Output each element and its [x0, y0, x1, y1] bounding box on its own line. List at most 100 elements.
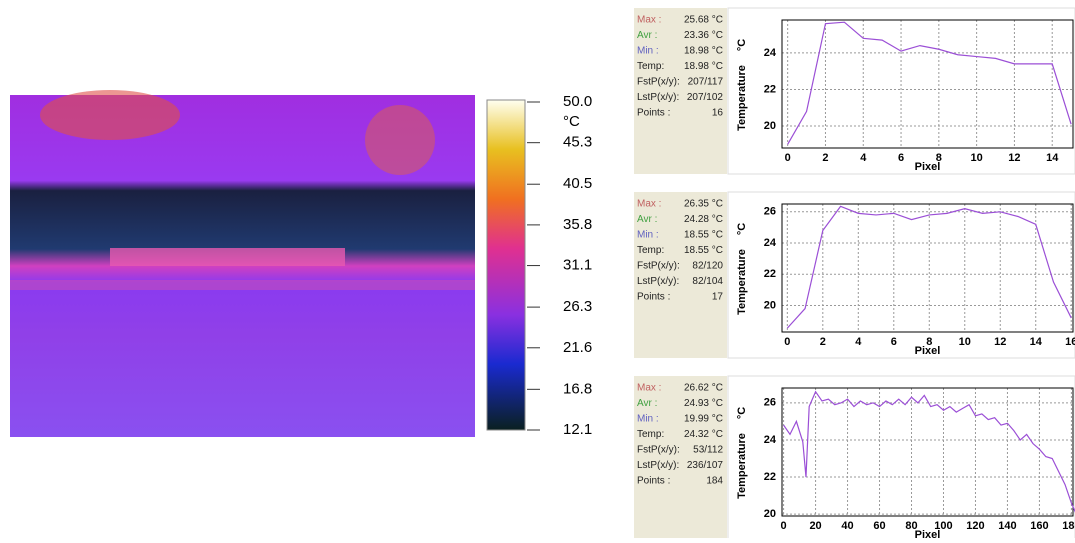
x-tick-label: 120	[966, 520, 984, 532]
stat-value: 82/104	[692, 276, 723, 287]
plot-frame	[781, 203, 1074, 333]
x-tick-label: 10	[971, 152, 983, 164]
line	[783, 390, 1075, 513]
y-tick-label: 20	[764, 120, 776, 132]
stat-label: Temp:	[637, 245, 664, 256]
stat-label: Min :	[637, 230, 659, 241]
x-tick-label: 12	[1008, 152, 1020, 164]
stat-value: 207/117	[688, 77, 724, 88]
plot-frame	[781, 387, 1074, 517]
stat-value: 23.36 °C	[684, 30, 723, 41]
stat-label: Avr :	[637, 30, 657, 41]
y-axis-label: Temperature	[736, 249, 748, 315]
stat-value: 19.99 °C	[684, 414, 723, 425]
stat-label: Max :	[637, 199, 661, 210]
stat-value: 53/112	[693, 445, 723, 456]
stat-label: Max :	[637, 383, 661, 394]
x-tick-label: 2	[822, 152, 828, 164]
x-tick-label: 0	[781, 520, 787, 532]
stat-label: Temp:	[637, 429, 664, 440]
thermal-image	[10, 90, 475, 437]
stat-value: 236/107	[687, 460, 724, 471]
stat-value: 26.35 °C	[684, 199, 723, 210]
x-axis-label: Pixel	[915, 161, 941, 173]
colorbar-tick-label: 35.8	[563, 216, 592, 233]
colorbar-tick-label: 12.1	[563, 421, 592, 438]
stat-value: 16	[712, 108, 724, 119]
colorbar-tick-label: 50.0	[563, 93, 592, 110]
x-tick-label: 60	[873, 520, 885, 532]
x-axis-label: Pixel	[915, 529, 941, 538]
x-tick-label: 140	[998, 520, 1016, 532]
y-tick-label: 20	[764, 299, 776, 311]
stat-label: Temp:	[637, 61, 664, 72]
chart-panel	[727, 375, 1075, 543]
y-tick-label: 22	[764, 268, 776, 280]
line	[786, 205, 1072, 329]
y-tick-label: 24	[764, 434, 777, 446]
y-axis-label: Temperature	[736, 433, 748, 499]
x-tick-label: 14	[1046, 152, 1059, 164]
y-axis-unit: °C	[736, 223, 748, 235]
stat-label: LstP(x/y):	[637, 460, 679, 471]
x-tick-label: 180	[1062, 520, 1075, 532]
x-tick-label: 6	[891, 336, 897, 348]
stat-label: Min :	[637, 414, 659, 425]
stats-panel	[634, 8, 727, 174]
stat-value: 82/120	[692, 261, 723, 272]
x-tick-label: 14	[1030, 336, 1043, 348]
stat-label: Min :	[637, 46, 659, 57]
stat-value: 17	[712, 292, 724, 303]
colorbar-tick-label: 26.3	[563, 298, 592, 315]
line	[787, 21, 1072, 145]
stat-value: 18.98 °C	[684, 61, 723, 72]
colorbar-unit: °C	[563, 113, 580, 130]
stat-label: LstP(x/y):	[637, 276, 679, 287]
stat-value: 24.32 °C	[684, 429, 723, 440]
colorbar-tick-label: 40.5	[563, 175, 592, 192]
stat-label: FstP(x/y):	[637, 77, 680, 88]
x-tick-label: 40	[841, 520, 853, 532]
chart-panel	[727, 191, 1075, 359]
x-tick-label: 4	[855, 336, 862, 348]
stats-panel	[634, 376, 727, 542]
x-tick-label: 16	[1065, 336, 1075, 348]
y-tick-label: 24	[764, 47, 777, 59]
stat-label: FstP(x/y):	[637, 445, 680, 456]
stat-value: 26.62 °C	[684, 383, 723, 394]
x-tick-label: 0	[784, 336, 790, 348]
y-tick-label: 24	[764, 237, 777, 249]
stats-panel	[634, 192, 727, 358]
chart-panel	[727, 7, 1075, 175]
stat-label: Points :	[637, 292, 670, 303]
x-tick-label: 2	[820, 336, 826, 348]
stat-label: Points :	[637, 108, 670, 119]
stat-value: 24.93 °C	[684, 398, 723, 409]
colorbar	[486, 99, 526, 431]
stat-value: 18.55 °C	[684, 230, 723, 241]
x-tick-label: 4	[860, 152, 867, 164]
colorbar-tick-label: 16.8	[563, 380, 592, 397]
y-axis-unit: °C	[736, 407, 748, 419]
stat-label: FstP(x/y):	[637, 261, 680, 272]
y-tick-label: 22	[764, 471, 776, 483]
y-axis-unit: °C	[736, 39, 748, 51]
stat-value: 18.55 °C	[684, 245, 723, 256]
stat-value: 18.98 °C	[684, 46, 723, 57]
y-tick-label: 22	[764, 83, 776, 95]
x-tick-label: 8	[926, 336, 932, 348]
x-tick-label: 0	[785, 152, 791, 164]
stat-value: 184	[706, 476, 723, 487]
colorbar-tick-label: 31.1	[563, 257, 592, 274]
x-tick-label: 20	[809, 520, 821, 532]
y-axis-label: Temperature	[736, 65, 748, 131]
x-axis-label: Pixel	[915, 345, 941, 357]
y-tick-label: 20	[764, 508, 776, 520]
y-tick-label: 26	[764, 397, 776, 409]
stat-label: Avr :	[637, 398, 657, 409]
x-tick-label: 8	[936, 152, 942, 164]
colorbar-tick-label: 21.6	[563, 339, 592, 356]
stat-label: LstP(x/y):	[637, 92, 679, 103]
x-tick-label: 100	[934, 520, 952, 532]
